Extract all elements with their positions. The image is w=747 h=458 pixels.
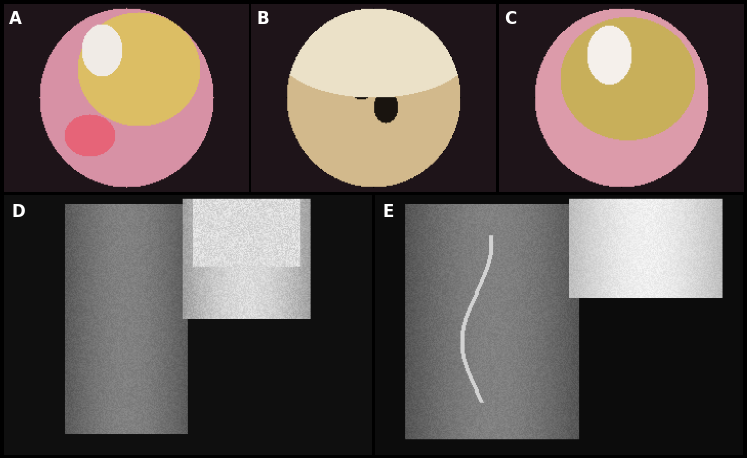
Text: E: E [382,202,394,221]
Text: D: D [11,202,25,221]
Text: A: A [9,10,22,28]
Text: C: C [503,10,516,28]
Text: B: B [256,10,269,28]
